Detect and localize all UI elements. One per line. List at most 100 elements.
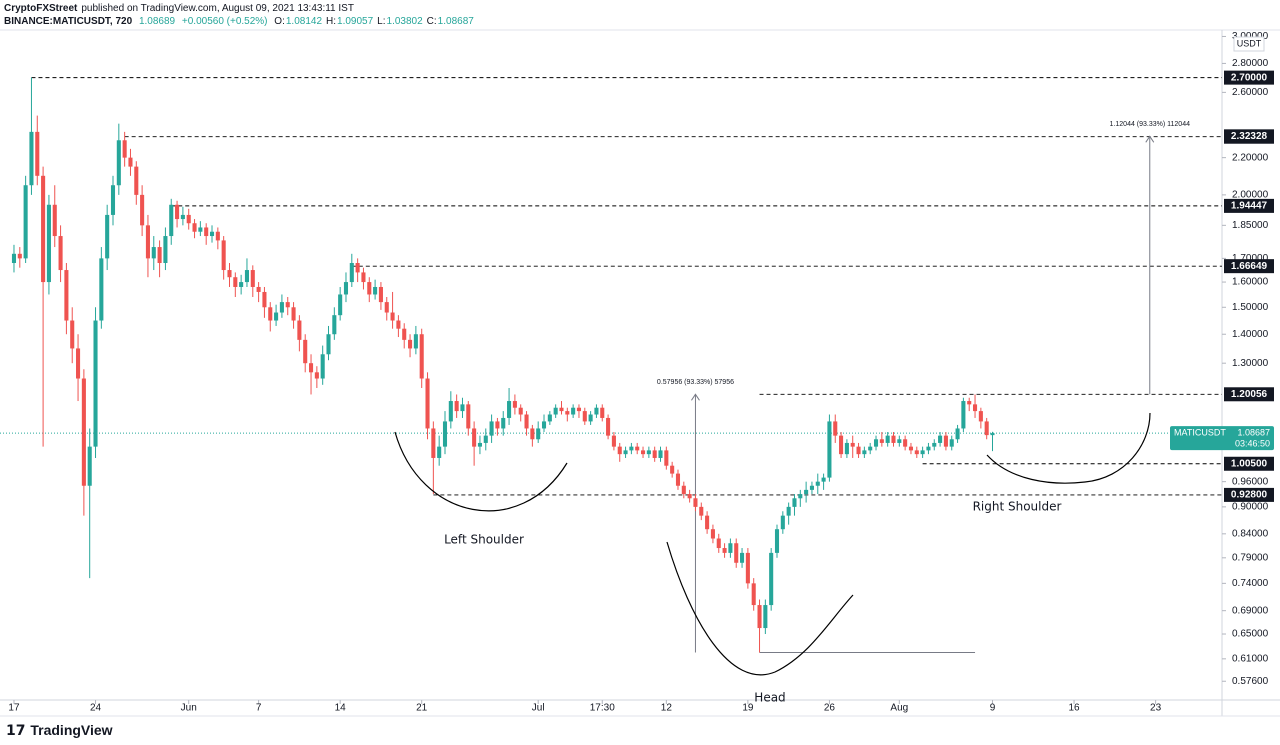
candle-body [99, 258, 104, 321]
currency-box [1233, 36, 1265, 52]
candle-body [128, 157, 133, 167]
candle-body [361, 272, 366, 283]
ohlc-value: 1.08687 [437, 16, 474, 27]
candle-body [780, 515, 785, 530]
candle-body [524, 414, 529, 429]
candle-body [903, 439, 908, 447]
x-tick-label: 17:30 [590, 703, 615, 714]
candle-body [11, 253, 17, 264]
candle-body [355, 263, 360, 273]
candle-body [157, 247, 162, 264]
candle-body [402, 328, 407, 340]
candle-body [728, 543, 733, 553]
candle-body [175, 204, 180, 220]
y-tick-label: 0.84000 [1232, 528, 1269, 539]
candle-body [52, 204, 57, 237]
candle-body [722, 548, 727, 553]
candle-body [338, 294, 343, 316]
x-tick-label: Jun [181, 703, 197, 714]
y-tick-label: 1.30000 [1232, 358, 1269, 369]
candle-body [606, 417, 611, 436]
candle-body [623, 450, 628, 455]
candle-body [209, 231, 215, 237]
candle-body [466, 404, 471, 429]
x-tick-label: 12 [661, 703, 673, 714]
candle-body [70, 320, 75, 349]
measure-label: 0.57956 (93.33%) 57956 [657, 379, 734, 386]
currency: USDT [1237, 38, 1262, 48]
candle-body [594, 407, 599, 415]
candle-body [460, 404, 465, 412]
level-label: 1.94447 [1231, 201, 1268, 212]
measure-axis-label: 2.32328 [1231, 131, 1268, 142]
candle-body [239, 282, 244, 287]
measure-box [1224, 129, 1274, 144]
candle-body [262, 291, 267, 308]
candle-body [326, 334, 331, 355]
candle-body [46, 204, 51, 283]
candle-body [454, 401, 459, 412]
y-tick-label: 1.50000 [1232, 302, 1269, 313]
candle-body [512, 401, 517, 408]
measure-arrow [691, 393, 700, 401]
ohlc-value: 1.09057 [337, 16, 374, 27]
annotation: Right Shoulder [973, 500, 1062, 514]
brand-name: TradingView [30, 722, 113, 738]
candle-body [367, 282, 372, 295]
candle-body [483, 435, 488, 443]
candle-body [541, 421, 547, 429]
candle-body [431, 428, 436, 458]
candle-body [938, 435, 943, 443]
candle-body [105, 214, 110, 259]
candle-body [349, 263, 354, 283]
candle-body [798, 494, 803, 499]
candle-body [885, 435, 890, 443]
candle-body [687, 494, 692, 499]
candle-body [635, 446, 640, 451]
candle-body [536, 428, 541, 440]
candle-body [233, 277, 238, 287]
level-box [1224, 387, 1274, 402]
ohlc-key: H: [326, 16, 337, 27]
level-label: 2.70000 [1231, 72, 1268, 83]
level-label: 1.66649 [1231, 261, 1268, 272]
candle-body [215, 231, 220, 241]
candle-body [250, 270, 255, 287]
candle-body [914, 450, 919, 455]
candle-body [815, 481, 820, 486]
candle-body [180, 214, 185, 220]
author: CryptoFXStreet [4, 3, 78, 14]
candle-body [804, 489, 809, 495]
y-tick-label: 2.20000 [1232, 152, 1269, 163]
candle-body [408, 339, 413, 349]
candle-body [955, 428, 960, 440]
candle-body [658, 450, 663, 458]
candle-body [920, 450, 925, 455]
candle-body [76, 348, 81, 379]
candle-body [87, 446, 92, 486]
y-tick-label: 0.65000 [1232, 629, 1269, 640]
candle-body [675, 473, 681, 486]
candle-body [990, 433, 995, 436]
x-tick-label: 17 [8, 703, 20, 714]
candle-body [495, 421, 500, 429]
y-tick-label: 2.00000 [1232, 190, 1269, 201]
candle-body [93, 320, 98, 447]
level-label: 0.92800 [1231, 490, 1268, 501]
candle-body [343, 282, 349, 295]
candle-body [646, 450, 651, 455]
candle-body [378, 286, 383, 303]
candle-body [716, 538, 721, 549]
level-box [1224, 70, 1274, 85]
candle-body [740, 552, 745, 563]
price-tag-countdown: 03:46:50 [1235, 439, 1270, 449]
x-tick-label: 19 [742, 703, 754, 714]
candle-body [745, 552, 750, 584]
candle-body [553, 407, 558, 415]
candle-body [809, 485, 814, 490]
y-tick-label: 0.61000 [1232, 653, 1269, 664]
candle-body [600, 407, 605, 418]
last-price: 1.08689 [138, 16, 176, 27]
symbol: BINANCE:MATICUSDT, 720 [4, 16, 133, 27]
candle-body [967, 401, 972, 405]
